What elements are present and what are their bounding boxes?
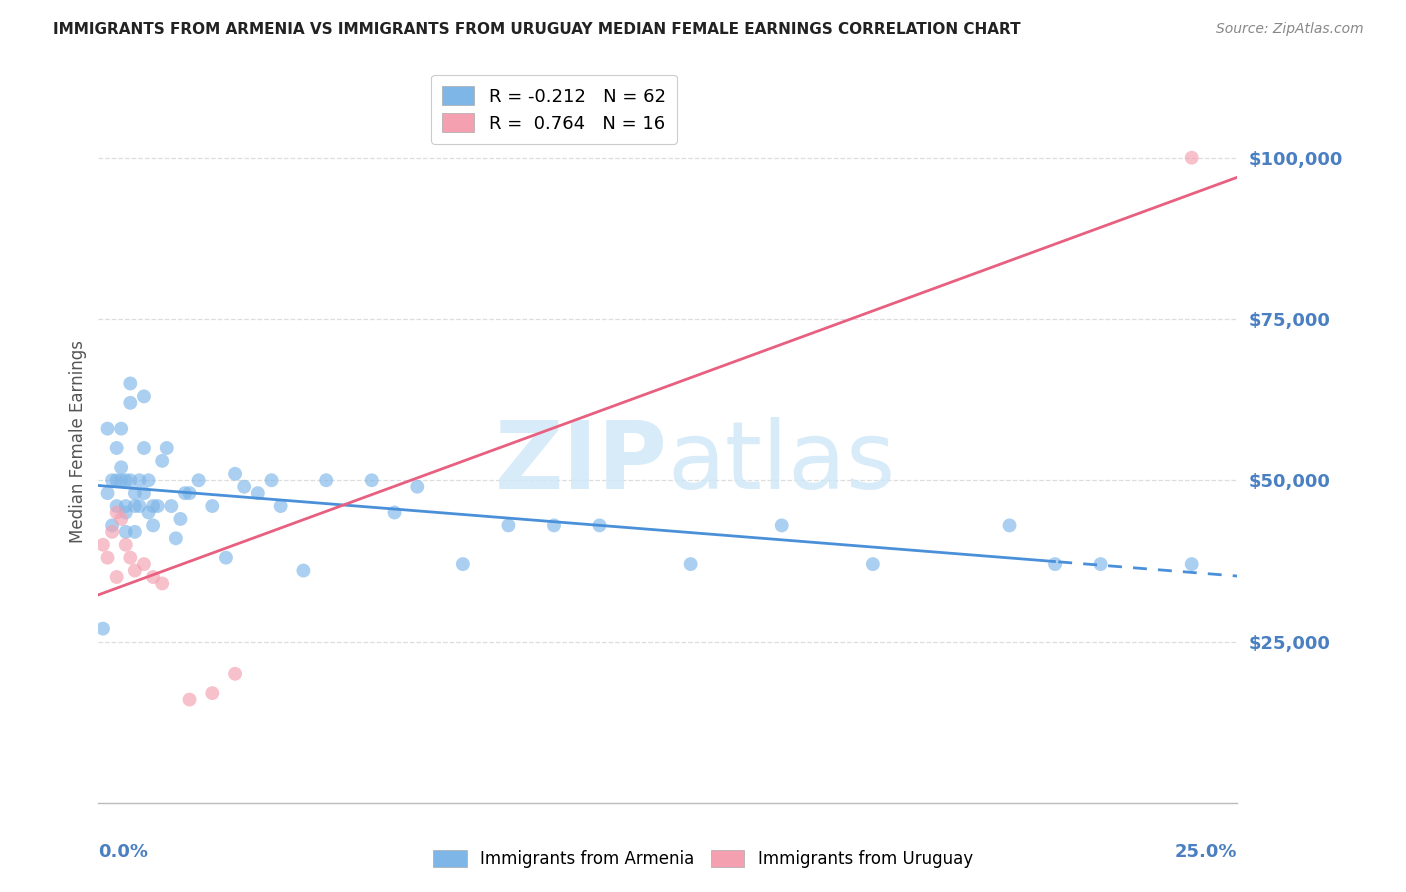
Point (406, 480, 429, 494)
Point (179, 486, 201, 500)
Point (260, 473, 283, 487)
Point (110, 460, 132, 475)
Point (315, 473, 337, 487)
Text: 0.0%: 0.0% (98, 843, 149, 861)
Text: 25.0%: 25.0% (1175, 843, 1237, 861)
Point (142, 570, 165, 584)
Point (110, 422, 132, 436)
Point (138, 473, 160, 487)
Point (174, 486, 197, 500)
Point (679, 557, 702, 571)
Point (96, 550, 118, 565)
Point (160, 499, 183, 513)
Text: Source: ZipAtlas.com: Source: ZipAtlas.com (1216, 22, 1364, 37)
Point (110, 512, 132, 526)
Point (91, 538, 114, 552)
Point (114, 473, 136, 487)
Text: atlas: atlas (668, 417, 896, 509)
Point (1181, 557, 1204, 571)
Point (101, 518, 124, 533)
Point (156, 441, 179, 455)
Point (120, 550, 142, 565)
Point (1090, 557, 1112, 571)
Point (998, 518, 1021, 533)
Point (124, 486, 146, 500)
Point (132, 389, 155, 403)
Point (105, 473, 128, 487)
Point (498, 518, 520, 533)
Point (360, 473, 382, 487)
Point (588, 518, 610, 533)
Point (132, 557, 155, 571)
Point (124, 499, 146, 513)
Point (165, 531, 187, 545)
Point (120, 376, 142, 391)
Point (128, 473, 150, 487)
Point (110, 473, 132, 487)
Point (142, 499, 165, 513)
Text: ZIP: ZIP (495, 417, 668, 509)
Point (292, 564, 315, 578)
Point (120, 396, 142, 410)
Point (270, 499, 292, 513)
Point (105, 499, 128, 513)
Point (142, 518, 165, 533)
Point (124, 524, 146, 539)
Point (1181, 151, 1204, 165)
Point (201, 686, 224, 700)
Point (146, 499, 169, 513)
Point (101, 473, 124, 487)
Legend: Immigrants from Armenia, Immigrants from Uruguay: Immigrants from Armenia, Immigrants from… (426, 843, 980, 875)
Point (451, 557, 474, 571)
Point (114, 538, 136, 552)
Point (169, 512, 191, 526)
Point (132, 486, 155, 500)
Point (91, 622, 114, 636)
Point (224, 666, 246, 681)
Point (101, 524, 124, 539)
Point (233, 480, 256, 494)
Point (770, 518, 793, 533)
Point (138, 506, 160, 520)
Y-axis label: Median Female Earnings: Median Female Earnings (69, 340, 87, 543)
Point (128, 499, 150, 513)
Point (150, 454, 173, 468)
Point (187, 473, 209, 487)
Point (105, 570, 128, 584)
Point (114, 506, 136, 520)
Point (224, 467, 246, 481)
Point (1043, 557, 1066, 571)
Point (105, 441, 128, 455)
Point (132, 441, 155, 455)
Point (105, 506, 128, 520)
Legend: R = -0.212   N = 62, R =  0.764   N = 16: R = -0.212 N = 62, R = 0.764 N = 16 (432, 75, 676, 144)
Point (124, 564, 146, 578)
Point (215, 550, 238, 565)
Point (179, 692, 201, 706)
Point (96, 422, 118, 436)
Point (114, 524, 136, 539)
Point (120, 473, 142, 487)
Point (114, 499, 136, 513)
Text: IMMIGRANTS FROM ARMENIA VS IMMIGRANTS FROM URUGUAY MEDIAN FEMALE EARNINGS CORREL: IMMIGRANTS FROM ARMENIA VS IMMIGRANTS FR… (53, 22, 1021, 37)
Point (246, 486, 269, 500)
Point (862, 557, 884, 571)
Point (150, 576, 173, 591)
Point (96, 486, 118, 500)
Point (201, 499, 224, 513)
Point (543, 518, 565, 533)
Point (384, 506, 406, 520)
